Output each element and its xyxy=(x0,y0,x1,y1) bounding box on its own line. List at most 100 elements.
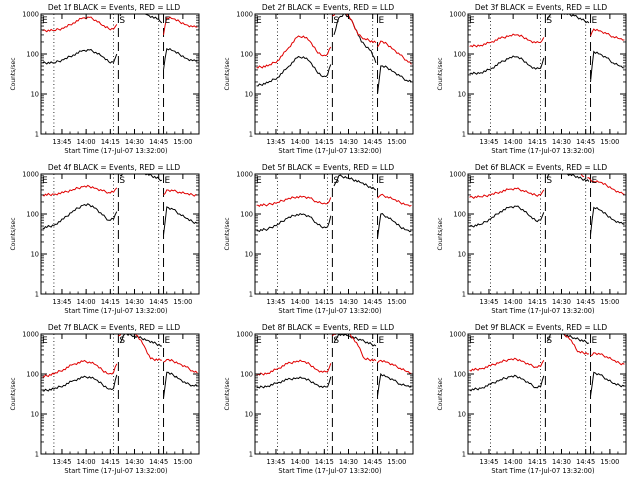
lld-series-line xyxy=(42,184,118,197)
events-series-line xyxy=(590,206,625,235)
events-series-line xyxy=(163,206,198,235)
x-tick-label: 14:00 xyxy=(291,138,310,146)
end-marker-label-left: E xyxy=(256,176,262,186)
panel-title: Det 4f BLACK = Events, RED = LLD xyxy=(48,163,181,172)
end-marker-label: E xyxy=(379,176,385,186)
plot-frame xyxy=(467,173,627,295)
lld-series-line xyxy=(590,352,625,366)
x-tick-label: 14:15 xyxy=(315,138,334,146)
y-tick-label: 1 xyxy=(249,131,253,139)
lld-series-line xyxy=(332,334,377,362)
x-tick-label: 14:15 xyxy=(528,298,547,306)
lld-series-line xyxy=(377,193,412,207)
x-axis-label: Start Time (17-Jul-07 13:32:00) xyxy=(278,467,381,475)
lld-series-line xyxy=(377,359,412,374)
y-axis-label: Counts/sec xyxy=(437,377,444,410)
y-tick-label: 100 xyxy=(453,211,466,219)
x-tick-label: 14:45 xyxy=(576,138,595,146)
lld-series-line xyxy=(469,33,545,48)
start-marker-label: S xyxy=(546,176,552,186)
x-tick-label: 14:15 xyxy=(528,138,547,146)
events-series-line xyxy=(42,48,118,65)
end-marker-label: E xyxy=(165,176,171,186)
y-tick-label: 10 xyxy=(245,91,253,99)
plot-frame xyxy=(254,173,414,295)
panel-det-3: Det 3f BLACK = Events, RED = LLD 1 10 100 10… xyxy=(437,3,627,155)
panel-title: Det 6f BLACK = Events, RED = LLD xyxy=(475,163,608,172)
y-tick-label: 100 xyxy=(453,371,466,379)
events-series-line xyxy=(469,205,545,228)
start-marker-label: S xyxy=(119,336,125,346)
events-series-line xyxy=(42,203,118,230)
x-tick-label: 14:30 xyxy=(552,298,571,306)
x-tick-label: 14:45 xyxy=(576,298,595,306)
x-axis-label: Start Time (17-Jul-07 13:32:00) xyxy=(491,307,594,315)
x-tick-label: 14:45 xyxy=(363,298,382,306)
y-tick-label: 1 xyxy=(35,451,39,459)
x-tick-label: 14:30 xyxy=(339,458,358,466)
x-axis-label: Start Time (17-Jul-07 13:32:00) xyxy=(491,147,594,155)
end-marker-label-left: E xyxy=(256,336,262,346)
x-tick-label: 14:15 xyxy=(528,458,547,466)
series-group xyxy=(256,174,412,239)
events-series-line xyxy=(469,55,545,75)
y-tick-label: 10 xyxy=(245,251,253,259)
x-tick-label: 14:00 xyxy=(504,298,523,306)
y-tick-label: 1000 xyxy=(22,331,39,339)
x-tick-label: 14:30 xyxy=(125,458,144,466)
plot-frame xyxy=(254,333,414,455)
y-tick-label: 100 xyxy=(240,371,253,379)
panel-det-1: Det 1f BLACK = Events, RED = LLD 1 10 100 10… xyxy=(10,3,200,155)
x-tick-label: 14:00 xyxy=(291,458,310,466)
series-group xyxy=(42,334,198,399)
x-tick-label: 13:45 xyxy=(479,138,498,146)
y-axis-label: Counts/sec xyxy=(224,377,231,410)
end-marker-label-left: E xyxy=(42,16,48,26)
x-tick-label: 14:30 xyxy=(339,138,358,146)
x-tick-label: 13:45 xyxy=(479,298,498,306)
x-tick-label: 14:30 xyxy=(125,298,144,306)
end-marker-label-left: E xyxy=(256,16,262,26)
events-series-line xyxy=(119,334,162,347)
lld-series-line xyxy=(332,14,377,44)
x-tick-label: 15:00 xyxy=(387,458,406,466)
lld-series-line xyxy=(469,187,545,199)
end-marker-label-left: E xyxy=(42,176,48,186)
x-tick-label: 15:00 xyxy=(600,298,619,306)
plot-frame xyxy=(40,333,200,455)
y-tick-label: 1000 xyxy=(22,11,39,19)
x-tick-label: 15:00 xyxy=(600,138,619,146)
lld-series-line xyxy=(42,16,118,33)
x-tick-label: 13:45 xyxy=(479,458,498,466)
x-axis-label: Start Time (17-Jul-07 13:32:00) xyxy=(64,307,167,315)
x-tick-label: 14:00 xyxy=(77,458,96,466)
x-axis-label: Start Time (17-Jul-07 13:32:00) xyxy=(64,467,167,475)
series-group xyxy=(42,174,198,235)
panel-det-2: Det 2f BLACK = Events, RED = LLD 1 10 100 10… xyxy=(224,3,414,155)
y-tick-label: 10 xyxy=(31,91,39,99)
x-tick-label: 14:15 xyxy=(315,458,334,466)
events-series-line xyxy=(546,14,590,24)
end-marker-label: E xyxy=(165,16,171,26)
x-tick-label: 14:45 xyxy=(149,458,168,466)
events-series-line xyxy=(590,371,625,397)
end-marker-label: E xyxy=(592,336,598,346)
series-group xyxy=(256,334,412,397)
y-tick-label: 10 xyxy=(458,251,466,259)
end-marker-label: E xyxy=(592,16,598,26)
y-tick-label: 1 xyxy=(35,131,39,139)
end-marker-label-left: E xyxy=(469,336,475,346)
events-series-line xyxy=(377,372,412,397)
y-tick-label: 1000 xyxy=(449,331,466,339)
events-series-line xyxy=(42,374,118,392)
x-tick-label: 14:30 xyxy=(552,458,571,466)
series-group xyxy=(42,14,198,70)
x-tick-label: 14:45 xyxy=(576,458,595,466)
end-marker-label-left: E xyxy=(469,176,475,186)
panel-title: Det 2f BLACK = Events, RED = LLD xyxy=(262,3,395,12)
x-tick-label: 14:00 xyxy=(77,298,96,306)
lld-series-line xyxy=(256,195,332,207)
y-tick-label: 1 xyxy=(249,291,253,299)
x-tick-label: 14:45 xyxy=(149,138,168,146)
y-axis-label: Counts/sec xyxy=(10,377,17,410)
